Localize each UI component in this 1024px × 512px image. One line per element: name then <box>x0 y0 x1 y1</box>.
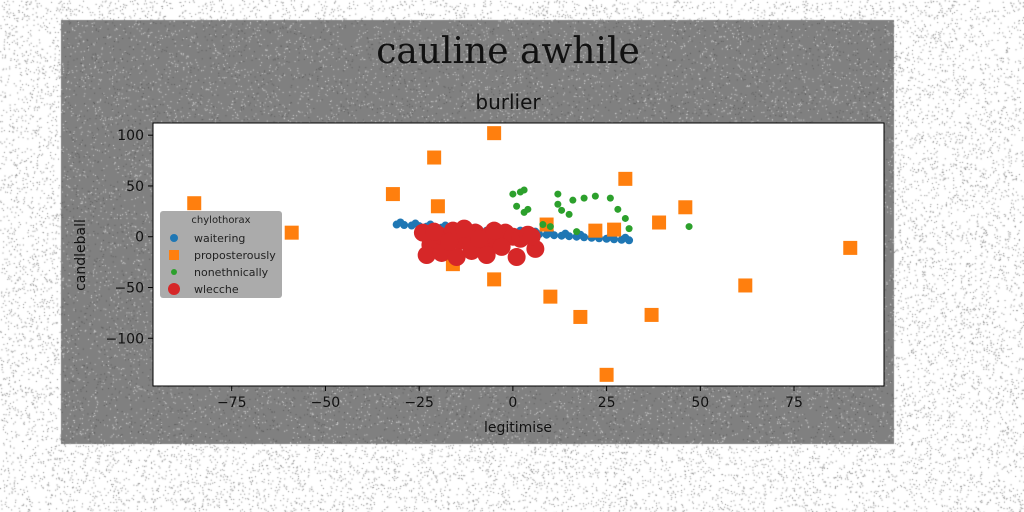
point-nonethnically <box>513 203 520 210</box>
point-nonethnically <box>614 206 621 213</box>
x-tick-label: 75 <box>785 395 803 411</box>
point-nonethnically <box>521 187 528 194</box>
point-proposterously <box>618 172 632 186</box>
point-nonethnically <box>626 225 633 232</box>
legend-marker-wlecche <box>168 283 180 295</box>
point-proposterously <box>843 241 857 255</box>
point-nonethnically <box>607 195 614 202</box>
point-proposterously <box>487 126 501 140</box>
point-waitering <box>621 234 629 242</box>
point-nonethnically <box>554 201 561 208</box>
y-tick-label: 100 <box>117 128 144 144</box>
y-tick-label: 50 <box>126 179 144 195</box>
y-tick-label: 0 <box>135 230 144 246</box>
point-nonethnically <box>566 211 573 218</box>
point-proposterously <box>187 196 201 210</box>
point-wlecche <box>425 223 443 241</box>
x-axis-label: legitimise <box>484 420 552 436</box>
x-tick-label: −50 <box>311 395 341 411</box>
point-wlecche <box>455 220 473 238</box>
point-proposterously <box>386 187 400 201</box>
point-proposterously <box>738 278 752 292</box>
point-proposterously <box>600 368 614 382</box>
point-nonethnically <box>686 223 693 230</box>
point-proposterously <box>427 151 441 165</box>
x-tick-label: 50 <box>691 395 709 411</box>
point-nonethnically <box>539 221 546 228</box>
chart-title: burlier <box>475 90 541 114</box>
point-wlecche <box>485 222 503 240</box>
y-tick-label: −50 <box>114 281 144 297</box>
point-wlecche <box>523 228 541 246</box>
point-proposterously <box>285 226 299 240</box>
point-proposterously <box>487 272 501 286</box>
point-nonethnically <box>592 193 599 200</box>
point-nonethnically <box>524 206 531 213</box>
point-proposterously <box>573 310 587 324</box>
point-wlecche <box>440 233 458 251</box>
point-proposterously <box>543 290 557 304</box>
legend-label-wlecche: wlecche <box>194 283 239 296</box>
point-wlecche <box>508 248 526 266</box>
x-tick-label: −25 <box>404 395 434 411</box>
legend-label-nonethnically: nonethnically <box>194 266 269 279</box>
point-nonethnically <box>581 195 588 202</box>
legend-marker-nonethnically <box>171 269 177 275</box>
legend-label-proposterously: proposterously <box>194 249 276 262</box>
point-proposterously <box>652 216 666 230</box>
legend-label-waitering: waitering <box>194 232 245 245</box>
point-nonethnically <box>554 191 561 198</box>
point-nonethnically <box>569 197 576 204</box>
y-axis-label: candleball <box>73 219 89 291</box>
legend-marker-waitering <box>170 234 178 242</box>
point-proposterously <box>431 199 445 213</box>
legend-title: chylothorax <box>191 215 250 226</box>
point-proposterously <box>645 308 659 322</box>
point-proposterously <box>607 223 621 237</box>
y-tick-label: −100 <box>106 331 144 347</box>
point-waitering <box>561 230 569 238</box>
x-tick-label: −75 <box>217 395 247 411</box>
legend: chylothorax waitering proposterously nonet… <box>160 211 282 298</box>
point-nonethnically <box>547 223 554 230</box>
point-waitering <box>396 219 404 227</box>
point-nonethnically <box>622 215 629 222</box>
x-tick-label: 25 <box>598 395 616 411</box>
chart-suptitle: cauline awhile <box>376 31 640 72</box>
legend-marker-proposterously <box>169 250 179 260</box>
point-nonethnically <box>558 207 565 214</box>
point-proposterously <box>678 200 692 214</box>
x-tick-label: 0 <box>508 395 517 411</box>
point-nonethnically <box>509 191 516 198</box>
point-nonethnically <box>573 228 580 235</box>
point-wlecche <box>493 238 511 256</box>
point-proposterously <box>588 224 602 238</box>
